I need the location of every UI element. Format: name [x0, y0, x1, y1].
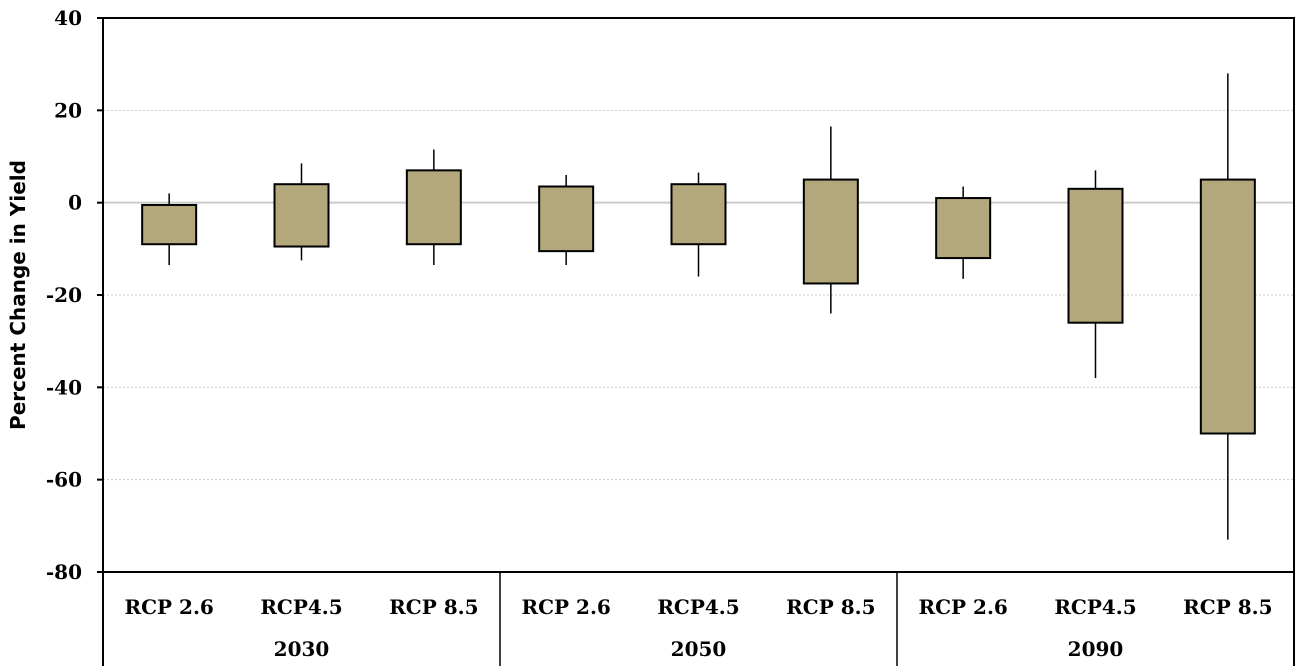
y-axis-label: Percent Change in Yield [6, 160, 30, 430]
y-tick-label: 20 [54, 98, 82, 122]
category-label: RCP 2.6 [124, 595, 213, 619]
group-label: 2030 [274, 637, 330, 661]
y-tick-label: -80 [46, 560, 82, 584]
category-label: RCP4.5 [657, 595, 739, 619]
axes [97, 17, 1295, 666]
labels: 40 20 0 -20 -40 -60 -80 RCP 2.6 RCP4.5 RCP 8.5 203… [46, 6, 1273, 661]
category-label: RCP 8.5 [786, 595, 875, 619]
y-tick-label: -40 [46, 375, 82, 399]
box [670, 183, 727, 246]
category-label: RCP 8.5 [1183, 595, 1272, 619]
group-label: 2050 [671, 637, 727, 661]
boxes [141, 73, 1256, 540]
box [935, 197, 992, 260]
box [802, 178, 859, 285]
category-label: RCP4.5 [260, 595, 342, 619]
category-label: RCP 8.5 [389, 595, 478, 619]
category-label: RCP 2.6 [918, 595, 1007, 619]
y-tick-label: -20 [46, 283, 82, 307]
box [273, 183, 330, 248]
y-tick-label: 40 [54, 6, 82, 30]
box [141, 203, 198, 246]
category-label: RCP4.5 [1054, 595, 1136, 619]
box [1199, 178, 1256, 435]
box [538, 185, 595, 253]
group-label: 2090 [1068, 637, 1124, 661]
box [1067, 187, 1124, 324]
box [405, 169, 462, 246]
category-label: RCP 2.6 [521, 595, 610, 619]
y-tick-label: 0 [68, 191, 82, 215]
y-tick-label: -60 [46, 468, 82, 492]
